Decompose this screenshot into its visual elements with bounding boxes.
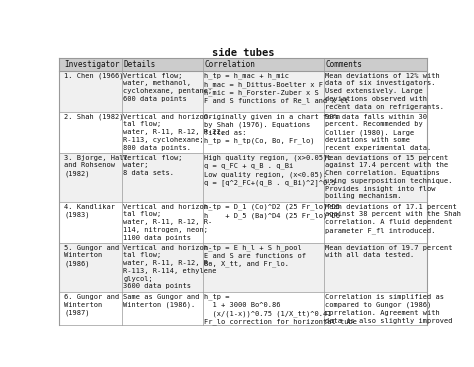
Text: 5. Gungor and
Winterton
(1986): 5. Gungor and Winterton (1986) [64, 245, 119, 267]
Bar [59, 202, 427, 243]
Bar [59, 112, 427, 153]
Text: Vertical and horizon-
tal flow;
water, R-11, R-12, R-
114, nitrogen, neon;
1100 : Vertical and horizon- tal flow; water, R… [123, 204, 212, 241]
Text: Same as Gungor and
Winterton (1986).: Same as Gungor and Winterton (1986). [123, 294, 200, 308]
Text: Vertical and horizon-
tal flow;
water, R-11, R-12, R-
R-113, R-114, ethylene
gly: Vertical and horizon- tal flow; water, R… [123, 245, 217, 290]
Bar [59, 71, 427, 112]
Text: h_tp = h_mac + h_mic
h_mac = h_Dittus-Boelter x F
h_mic = h_Forster-Zuber x S
F : h_tp = h_mac + h_mic h_mac = h_Dittus-Bo… [204, 73, 348, 104]
Text: Vertical flow;
water, methanol,
cyclohexane, pentane;
600 data points: Vertical flow; water, methanol, cyclohex… [123, 73, 212, 102]
Text: Correlation: Correlation [204, 60, 255, 69]
Bar [59, 292, 427, 325]
Text: 1. Chen (1966): 1. Chen (1966) [64, 73, 124, 79]
Text: 2. Shah (1982): 2. Shah (1982) [64, 113, 124, 120]
Text: h_tp = E h_l + S h_pool
E and S are functions of
Bo, X_tt, and Fr_lo.: h_tp = E h_l + S h_pool E and S are func… [204, 245, 306, 268]
Text: Mean deviations of 17.1 percent
against 38 percent with the Shah
correlation. A : Mean deviations of 17.1 percent against … [325, 204, 461, 233]
Text: Mean deviations of 12% with
data of six investigators.
Used extensively. Large
d: Mean deviations of 12% with data of six … [325, 73, 444, 110]
Text: Vertical flow;
water;
8 data sets.: Vertical flow; water; 8 data sets. [123, 155, 182, 176]
Text: h_tp = D_1 (Co)^D2 (25 Fr_lo)^D5
h    + D_5 (Ba)^D4 (25 Fr_lo)^D6: h_tp = D_1 (Co)^D2 (25 Fr_lo)^D5 h + D_5… [204, 204, 340, 219]
Text: Mean deviations of 15 percent
against 17.4 percent with the
Chen correlation. Eq: Mean deviations of 15 percent against 17… [325, 155, 453, 199]
Text: Vertical and horizon-
tal flow;
water, R-11, R-12, R-22,
R-113, cyclohexane;
800: Vertical and horizon- tal flow; water, R… [123, 113, 225, 150]
Text: High quality region, (x>0.05):
q = q_FC + q_B . q_Bi
Low quality region, (x<0.05: High quality region, (x>0.05): q = q_FC … [204, 155, 336, 186]
Text: h_tp =
  1 + 3000 Bo^0.86
  (x/(1-x))^0.75 (1/X_tt)^0.41
Fr_lo correction for ho: h_tp = 1 + 3000 Bo^0.86 (x/(1-x))^0.75 (… [204, 294, 357, 325]
Text: 6. Gungor and
Winterton
(1987): 6. Gungor and Winterton (1987) [64, 294, 119, 316]
Text: Details: Details [124, 60, 156, 69]
Text: Investigator: Investigator [65, 60, 120, 69]
Text: Correlation is simplified as
compared to Gungor (1986)
correlation. Agreement wi: Correlation is simplified as compared to… [325, 294, 453, 324]
Text: 3. Bjorge, Hall
and Rohsenow
(1982): 3. Bjorge, Hall and Rohsenow (1982) [64, 155, 128, 177]
Text: Comments: Comments [326, 60, 363, 69]
Bar [59, 243, 427, 292]
Text: Mean deviation of 19.7 percent
with all data tested.: Mean deviation of 19.7 percent with all … [325, 245, 453, 258]
Bar [59, 58, 427, 71]
Text: Originally given in a chart form
by Shah (1976). Equations
fitted as:
h_tp = h_t: Originally given in a chart form by Shah… [204, 113, 340, 144]
Bar [59, 153, 427, 202]
Text: side tubes: side tubes [212, 48, 274, 58]
Text: 4. Kandlikar
(1983): 4. Kandlikar (1983) [64, 204, 115, 218]
Text: 90% data falls within 30
percent. Recommended by
Collier (1980). Large
deviation: 90% data falls within 30 percent. Recomm… [325, 113, 431, 151]
